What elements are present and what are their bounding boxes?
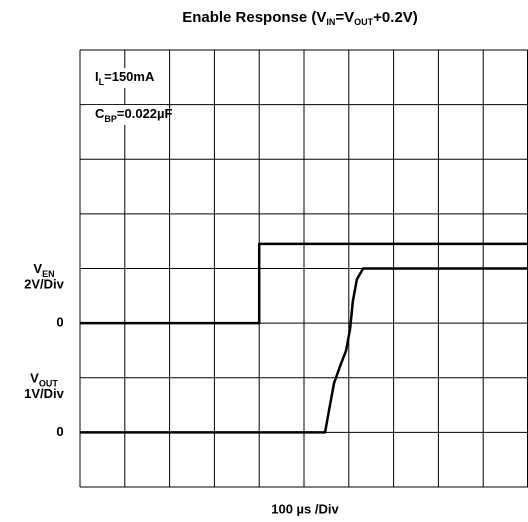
trace xyxy=(80,267,528,434)
annotation: IL=150mA xyxy=(95,69,155,87)
subscript: L xyxy=(99,77,105,87)
text-part: +0.2V) xyxy=(373,9,418,26)
annotation: CBP=0.022µF xyxy=(95,106,173,124)
text-part: V xyxy=(30,371,39,386)
series-name: VOUT xyxy=(30,371,58,389)
text-part: C xyxy=(95,106,105,121)
text-part: =V xyxy=(335,9,354,26)
subscript: IN xyxy=(326,17,335,27)
annotation-bg xyxy=(86,68,144,88)
text-part: =0.022µF xyxy=(117,106,173,121)
subscript: OUT xyxy=(39,379,59,389)
y-tick-label: 0 xyxy=(56,315,63,330)
text-part: V xyxy=(33,262,42,277)
x-axis-label: 100 µs /Div xyxy=(271,501,339,516)
subscript: EN xyxy=(42,270,55,280)
series-name: VEN xyxy=(33,262,54,280)
subscript: OUT xyxy=(354,17,374,27)
subscript: BP xyxy=(104,114,117,124)
text-part: I xyxy=(95,69,99,84)
text-part: Enable Response (V xyxy=(182,9,326,26)
chart-title: Enable Response (VIN=VOUT+0.2V) xyxy=(182,9,418,27)
series-scale: 1V/Div xyxy=(24,386,65,401)
trace xyxy=(80,242,528,325)
y-tick-label: 0 xyxy=(56,424,63,439)
series-scale: 2V/Div xyxy=(24,277,65,292)
text-part: =150mA xyxy=(104,69,155,84)
annotation-bg xyxy=(86,105,166,125)
